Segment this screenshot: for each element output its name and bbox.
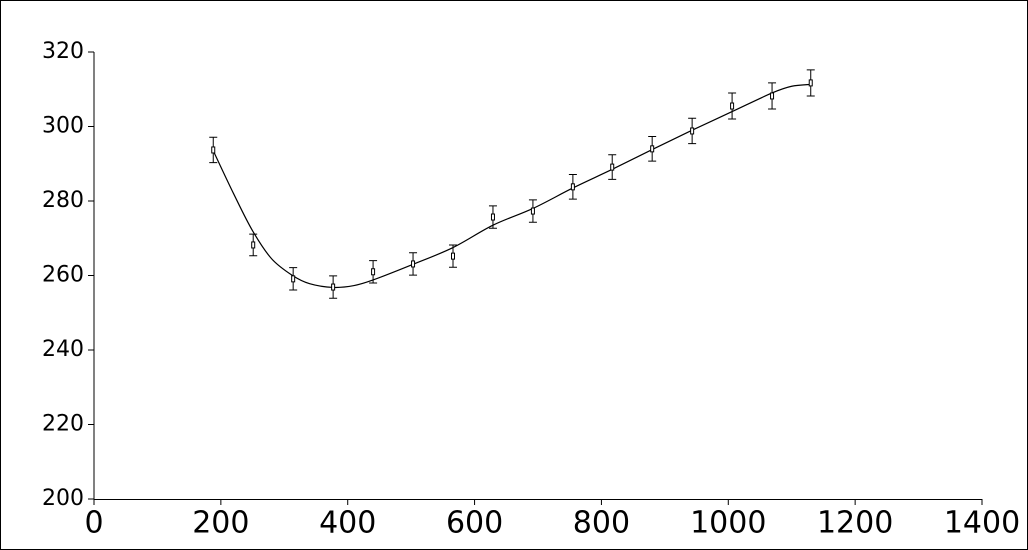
point [570, 183, 575, 191]
point [650, 145, 655, 153]
x-tick-label: 0 [84, 506, 103, 541]
y-tick-label: 220 [42, 412, 84, 437]
y-tick-label: 260 [42, 263, 84, 288]
point [770, 92, 775, 100]
point [251, 241, 256, 249]
point [808, 79, 813, 87]
point [451, 252, 456, 260]
y-tick-label: 240 [42, 337, 84, 362]
point [690, 127, 695, 135]
point [730, 102, 735, 110]
point [371, 268, 376, 276]
y-tick-label: 300 [42, 114, 84, 139]
x-tick-label: 1000 [690, 506, 766, 541]
x-tick-label: 600 [446, 506, 503, 541]
y-tick-label: 200 [42, 486, 84, 511]
y-tick-label: 320 [42, 39, 84, 64]
point [490, 213, 495, 221]
y-tick-label: 280 [42, 188, 84, 213]
point [530, 207, 535, 215]
x-tick-label: 400 [319, 506, 376, 541]
x-tick-label: 1200 [817, 506, 893, 541]
x-tick-label: 200 [192, 506, 249, 541]
x-tick-label: 800 [573, 506, 630, 541]
point [211, 146, 216, 154]
point [291, 275, 296, 283]
x-tick-label: 1400 [944, 506, 1020, 541]
point [331, 283, 336, 291]
point [411, 260, 416, 268]
point [610, 163, 615, 171]
